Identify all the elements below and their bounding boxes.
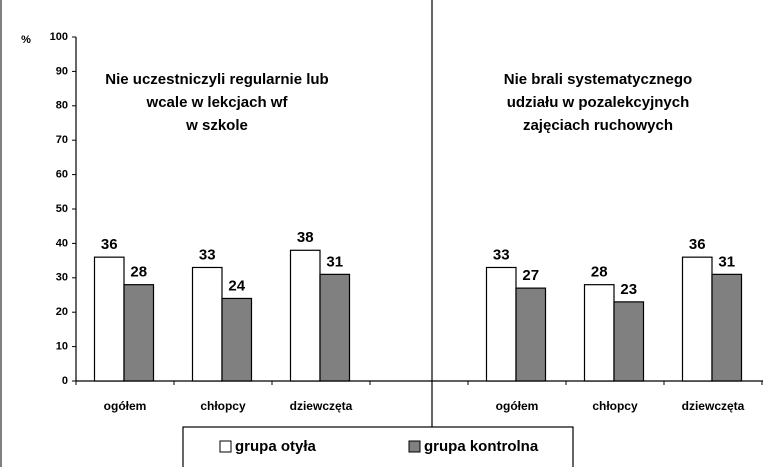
y-axis-label: %: [21, 34, 31, 46]
y-tick-label: 40: [56, 237, 68, 249]
y-tick-label: 30: [56, 272, 68, 284]
y-tick-label: 60: [56, 169, 68, 181]
y-tick-label: 50: [56, 203, 68, 215]
y-tick-label: 70: [56, 134, 68, 146]
data-label: 28: [591, 264, 608, 281]
panel-title: w szkole: [185, 117, 248, 134]
bar: [515, 287, 547, 382]
bar: [681, 256, 713, 382]
legend: [182, 426, 574, 467]
bar: [93, 256, 125, 382]
y-tick-label: 100: [50, 31, 68, 43]
y-tick-label: 80: [56, 100, 68, 112]
bar: [221, 297, 253, 382]
panel-title: udziału w pozalekcyjnych: [507, 94, 690, 111]
bar: [613, 301, 645, 382]
bar: [123, 284, 155, 382]
x-tick-label: chłopcy: [200, 399, 246, 413]
data-label: 36: [101, 236, 118, 253]
data-label: 31: [718, 253, 735, 270]
x-tick-label: dziewczęta: [682, 399, 745, 413]
x-tick-label: chłopcy: [592, 399, 638, 413]
x-tick-label: ogółem: [104, 399, 147, 413]
data-label: 24: [228, 277, 245, 294]
data-label: 38: [297, 229, 314, 246]
bar: [583, 284, 615, 382]
x-tick-label: dziewczęta: [290, 399, 353, 413]
data-label: 33: [199, 246, 216, 263]
legend-swatch: [219, 440, 232, 453]
data-label: 27: [522, 267, 539, 284]
legend-label: grupa otyła: [235, 438, 317, 455]
data-label: 28: [130, 264, 147, 281]
y-tick-label: 0: [62, 375, 68, 387]
legend-swatch: [408, 440, 421, 453]
panel-title: Nie brali systematycznego: [504, 71, 692, 88]
bar: [711, 273, 743, 382]
x-tick-label: ogółem: [496, 399, 539, 413]
data-label: 36: [689, 236, 706, 253]
data-label: 31: [326, 253, 343, 270]
panel-title: wcale w lekcjach wf: [146, 94, 289, 111]
bar: [289, 249, 321, 382]
bar: [319, 273, 351, 382]
data-label: 23: [620, 281, 637, 298]
data-label: 33: [493, 246, 510, 263]
y-tick-label: 20: [56, 306, 68, 318]
bar: [485, 266, 517, 382]
panel-title: Nie uczestniczyli regularnie lub: [105, 71, 328, 88]
legend-label: grupa kontrolna: [424, 438, 539, 455]
y-tick-label: 90: [56, 65, 68, 77]
y-tick-label: 10: [56, 341, 68, 353]
panel-title: zajęciach ruchowych: [523, 117, 673, 134]
bar: [191, 266, 223, 382]
